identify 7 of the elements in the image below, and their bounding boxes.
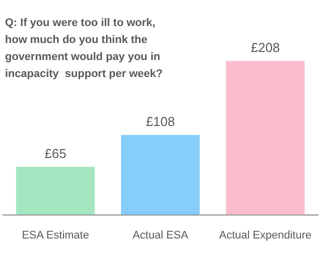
x-tick-label: Actual Expenditure	[219, 229, 312, 242]
chart-title: Q: If you were too ill to work, how much do you think the government would pay you in incapacity support per week?	[5, 16, 164, 82]
x-tick-label: Actual ESA	[132, 229, 189, 242]
x-tick-label: ESA Estimate	[22, 229, 90, 242]
data-label: £108	[146, 114, 175, 130]
data-label: £65	[44, 146, 66, 161]
data-label: £208	[250, 40, 280, 56]
